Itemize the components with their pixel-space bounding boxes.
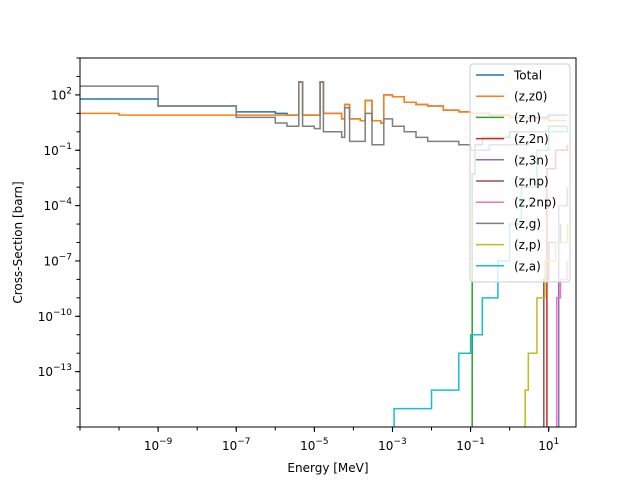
y-tick-label: 10−1: [43, 142, 72, 158]
x-tick-label-base: 10: [222, 439, 237, 453]
y-tick-label-exponent: −13: [53, 363, 72, 373]
legend-box: [469, 63, 571, 283]
y-tick-label-exponent: −7: [59, 252, 72, 262]
x-tick-label-base: 10: [456, 439, 471, 453]
y-tick-label: 10−4: [43, 197, 72, 213]
x-tick-label-exponent: −3: [393, 437, 406, 447]
x-tick-label-base: 10: [144, 439, 159, 453]
legend-label: (z,2n): [514, 132, 549, 146]
x-axis-title: Energy [MeV]: [287, 461, 368, 475]
legend-label: (z,3n): [514, 153, 549, 167]
x-tick-label: 10−9: [144, 437, 173, 453]
x-tick-label: 10−7: [222, 437, 251, 453]
legend: Total (z,z0) (z,n) (z,2n) (z,3n) (z,np) (z,2np…: [469, 63, 571, 283]
x-tick-label-base: 10: [378, 439, 393, 453]
legend-label: (z,p): [514, 238, 541, 252]
x-tick-label-exponent: −7: [237, 437, 250, 447]
y-tick-label: 10−7: [43, 252, 72, 268]
x-tick-label: 10−1: [456, 437, 485, 453]
x-tick-label-exponent: −9: [159, 437, 173, 447]
legend-label: (z,2np): [514, 196, 556, 210]
legend-label: (z,g): [514, 217, 541, 231]
y-tick-label-base: 10: [43, 199, 58, 213]
x-tick-label-exponent: −1: [472, 437, 485, 447]
y-tick-label-base: 10: [51, 88, 66, 102]
y-tick-label-exponent: 2: [66, 86, 72, 96]
y-tick-label-exponent: −10: [53, 308, 72, 318]
y-axis-title: Cross-Section [barn]: [11, 181, 25, 303]
legend-label: (z,z0): [514, 90, 547, 104]
x-tick-label: 10−3: [378, 437, 407, 453]
x-axis: 10−9 10−7 10−5 10−3 10−1 101: [79, 427, 559, 453]
y-tick-label-exponent: −1: [59, 142, 72, 152]
x-tick-label-exponent: 1: [553, 437, 559, 447]
x-tick-label-base: 10: [300, 439, 315, 453]
y-tick-label-base: 10: [38, 310, 53, 324]
legend-label: (z,a): [514, 259, 541, 273]
x-tick-label-exponent: −5: [315, 437, 328, 447]
y-tick-label-base: 10: [43, 254, 58, 268]
legend-label: (z,n): [514, 111, 541, 125]
x-tick-label-base: 10: [538, 439, 553, 453]
y-tick-label: 10−13: [38, 363, 72, 379]
legend-label: (z,np): [514, 175, 549, 189]
y-tick-label-exponent: −4: [59, 197, 73, 207]
y-tick-label: 102: [51, 86, 72, 102]
y-tick-label: 10−10: [38, 308, 73, 324]
y-tick-label-base: 10: [38, 365, 53, 379]
y-tick-label-base: 10: [43, 144, 58, 158]
x-tick-label: 10−5: [300, 437, 329, 453]
series-line-z-g: [80, 81, 530, 152]
x-tick-label: 101: [538, 437, 559, 453]
legend-label: Total: [513, 69, 542, 83]
